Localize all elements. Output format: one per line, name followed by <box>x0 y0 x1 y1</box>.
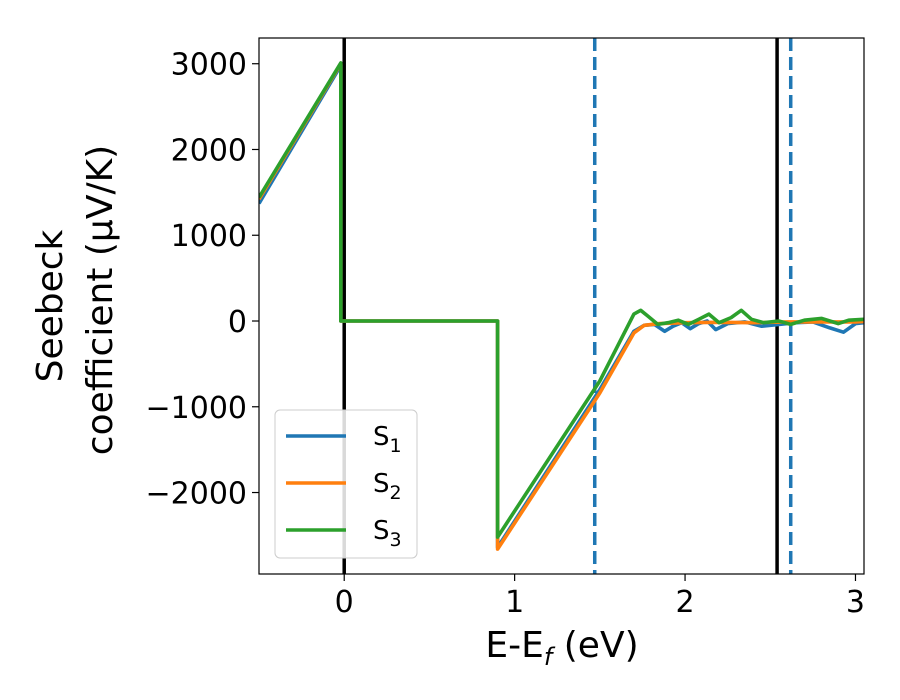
y-tick-label: 2000 <box>171 133 247 168</box>
y-tick-label: 0 <box>228 305 247 340</box>
plot-frame <box>258 37 865 575</box>
y-tick-label: −2000 <box>146 477 247 512</box>
series-lines <box>259 61 864 551</box>
x-axis-label: E-Ef (eV) <box>485 625 638 671</box>
x-tick-label: 0 <box>335 585 354 620</box>
x-axis-ticks: 0 1 2 3 <box>335 574 865 620</box>
y-axis-label-line1: Seebeck <box>30 229 71 382</box>
y-tick-label: 1000 <box>171 219 247 254</box>
x-tick-label: 2 <box>676 585 695 620</box>
legend-label-s2: S2 <box>373 469 402 504</box>
legend-label-s3: S3 <box>373 516 402 551</box>
y-axis-label-line2: coefficient (μV/K) <box>80 145 121 455</box>
series-line-s3 <box>259 61 864 539</box>
legend-label-s1: S1 <box>373 422 402 457</box>
y-tick-label: 3000 <box>171 48 247 83</box>
legend: S1 S2 S3 <box>274 409 418 559</box>
y-axis-ticks: −2000 −1000 0 1000 2000 3000 <box>146 48 259 512</box>
x-tick-label: 3 <box>846 585 865 620</box>
y-tick-label: −1000 <box>146 391 247 426</box>
x-tick-label: 1 <box>505 585 524 620</box>
